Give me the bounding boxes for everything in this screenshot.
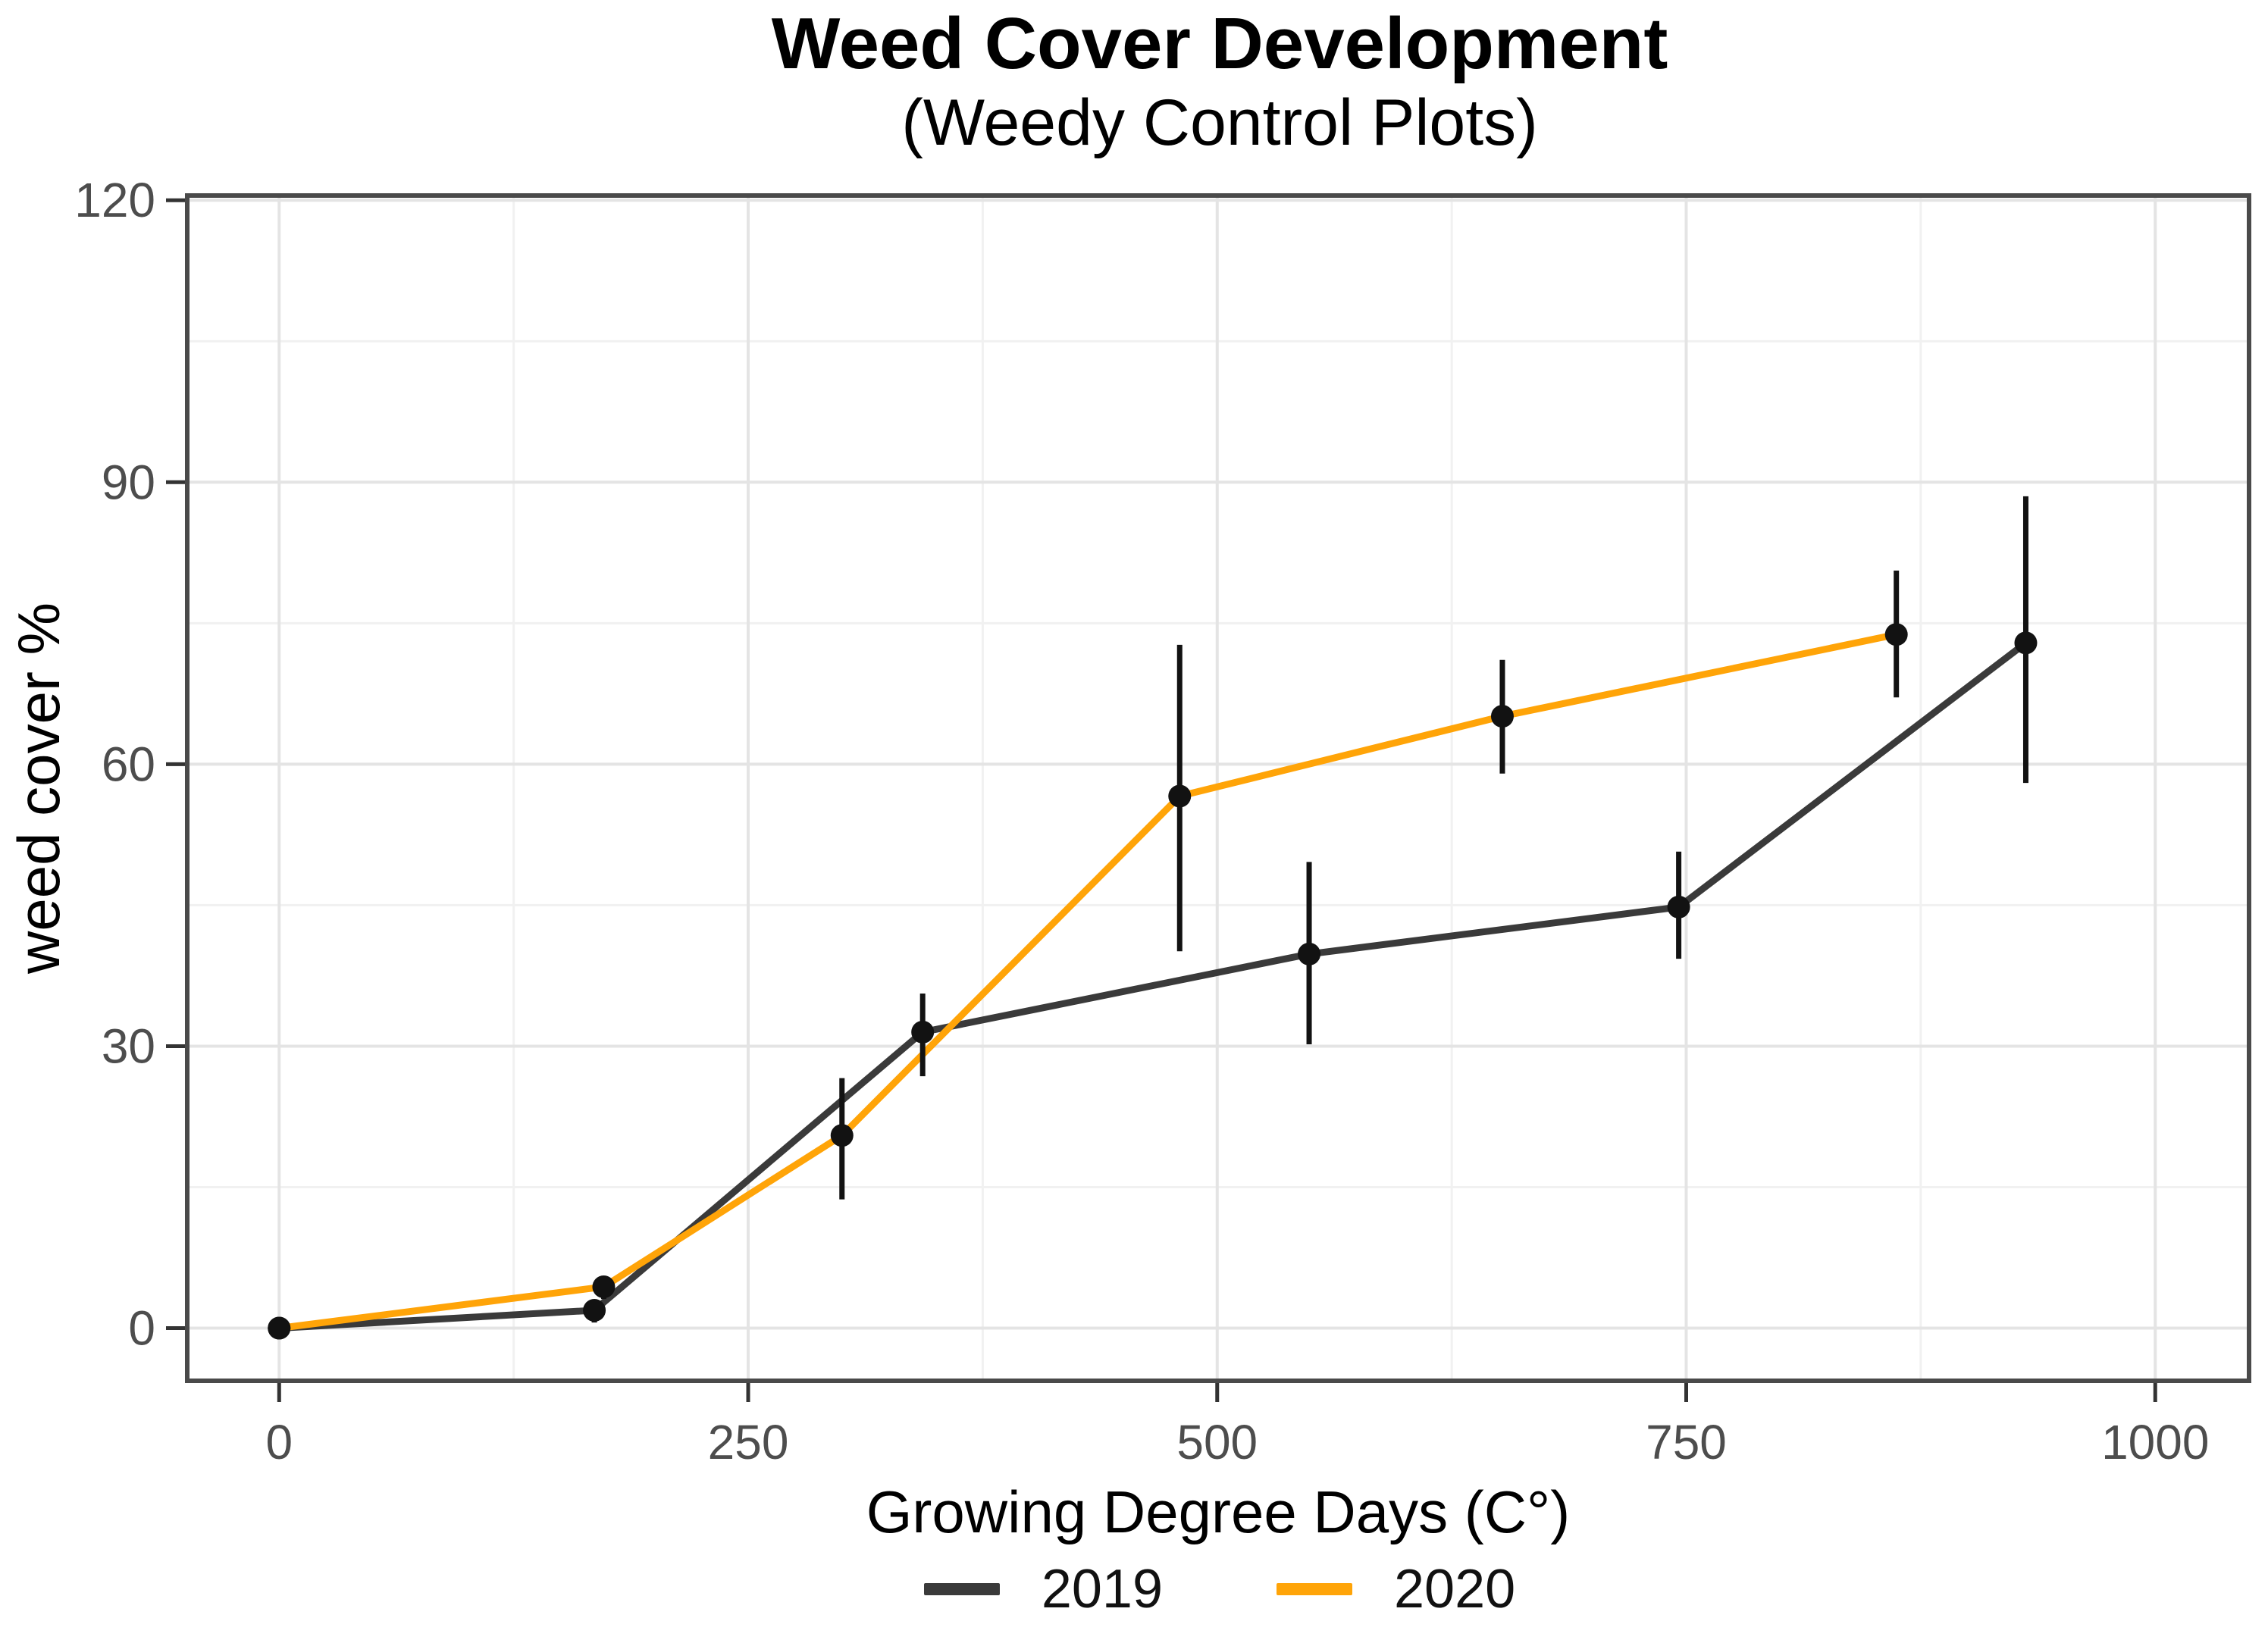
- legend-item-2020: 2020: [1277, 1558, 1515, 1620]
- data-point-2019: [2014, 631, 2038, 655]
- x-tick-label: 500: [1176, 1415, 1258, 1469]
- legend: 2019 2020: [190, 1558, 2250, 1620]
- panel-border: [185, 193, 2251, 1383]
- data-point-2019: [911, 1020, 935, 1044]
- y-tick-label: 120: [74, 173, 155, 227]
- x-tick-label: 750: [1646, 1415, 1727, 1469]
- data-point-2019: [583, 1298, 606, 1322]
- x-tick-label: 1000: [2101, 1415, 2209, 1469]
- data-series: [268, 496, 2038, 1340]
- title-block: Weed Cover Development (Weedy Control Pl…: [190, 3, 2250, 159]
- chart-title: Weed Cover Development: [771, 3, 1668, 84]
- data-point-2019: [1298, 942, 1321, 965]
- data-point-2020: [830, 1124, 854, 1147]
- x-tick-label: 250: [708, 1415, 789, 1469]
- x-tick-label: 0: [265, 1415, 293, 1469]
- series-line-2020: [275, 631, 1900, 1332]
- data-point-2020: [1884, 623, 1908, 646]
- y-tick-label: 30: [102, 1019, 155, 1073]
- legend-line-swatch-2020: [1277, 1583, 1352, 1595]
- data-point-2020: [268, 1316, 291, 1340]
- data-point-2019: [1667, 895, 1690, 919]
- series-line-2019: [275, 639, 2029, 1332]
- legend-label-2019: 2019: [1041, 1559, 1163, 1620]
- y-tick-label: 90: [102, 455, 155, 509]
- gridlines: [187, 196, 2249, 1381]
- y-tick-label: 60: [102, 737, 155, 791]
- legend-label-2020: 2020: [1394, 1559, 1516, 1620]
- y-tick-label: 0: [128, 1301, 155, 1356]
- legend-line-swatch-2019: [923, 1583, 1000, 1595]
- data-point-2020: [1168, 784, 1192, 808]
- chart-subtitle: (Weedy Control Plots): [901, 86, 1538, 159]
- data-point-2020: [592, 1275, 616, 1298]
- axis-ticks: 0 250 500 750 1000 0 30 60 90 120: [74, 173, 2209, 1469]
- legend-item-2019: 2019: [923, 1558, 1163, 1620]
- data-point-2020: [1490, 705, 1514, 728]
- x-axis-title: Growing Degree Days (C°): [866, 1479, 1570, 1545]
- y-axis-title: weed cover %: [5, 602, 72, 975]
